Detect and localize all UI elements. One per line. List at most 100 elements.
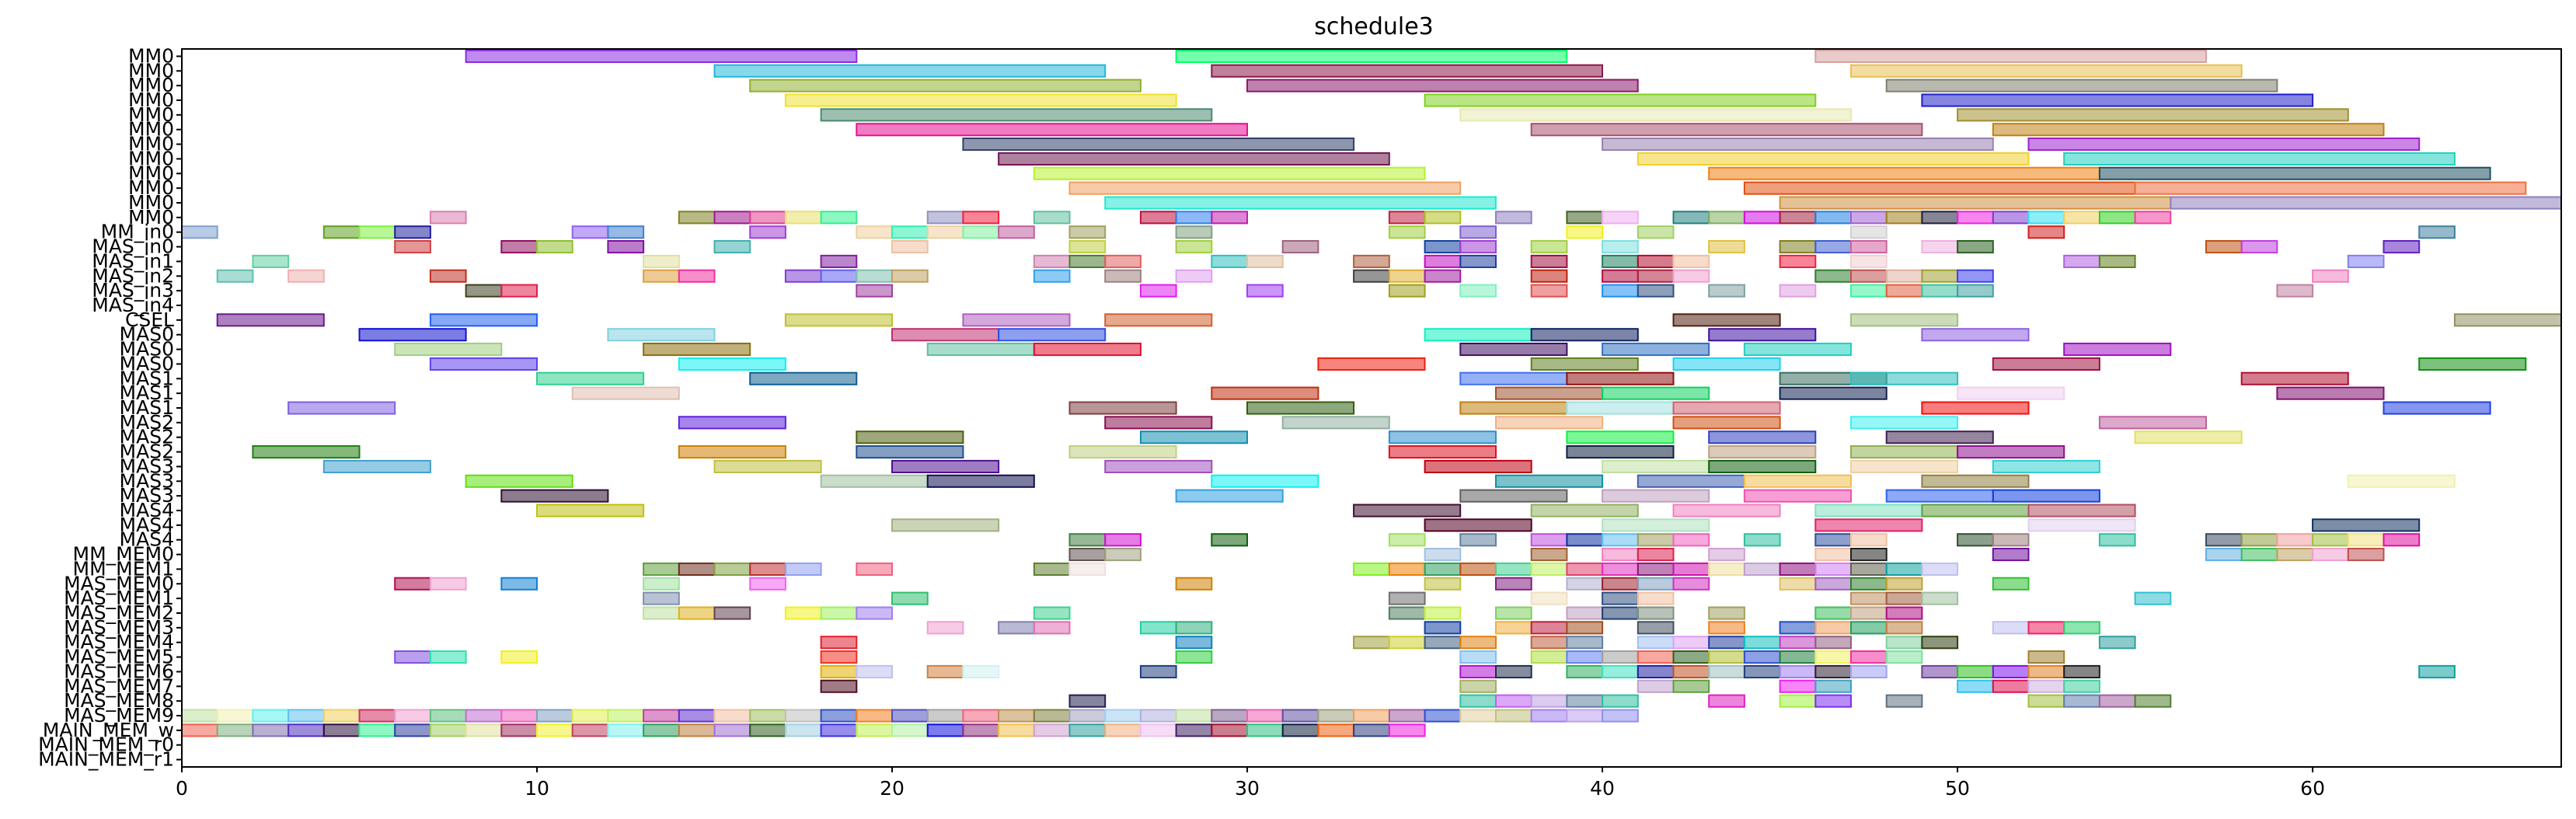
gantt-bar [1743, 636, 1781, 650]
y-tick-label: MAS4 [120, 528, 174, 551]
gantt-bar [1459, 694, 1497, 708]
gantt-bar [1708, 240, 1745, 254]
gantt-bar [1992, 664, 2030, 679]
gantt-bar [1779, 196, 2172, 210]
gantt-bar [1850, 650, 1888, 664]
gantt-bar [322, 459, 431, 474]
gantt-bar [2098, 166, 2491, 180]
gantt-bar [1424, 606, 1462, 620]
gantt-bar [1637, 269, 1675, 283]
gantt-bar [1637, 548, 1675, 562]
gantt-bar [1779, 254, 1817, 268]
gantt-bar [856, 225, 894, 239]
gantt-bar [1885, 636, 1923, 650]
gantt-bar [1814, 562, 1853, 577]
gantt-bar [1033, 269, 1071, 283]
gantt-bar [962, 313, 1071, 327]
gantt-bar [643, 606, 680, 620]
gantt-bar [856, 606, 894, 620]
gantt-bar [820, 269, 858, 283]
gantt-bar [1459, 650, 1497, 664]
gantt-bar [713, 64, 1107, 78]
gantt-bar [429, 211, 467, 225]
gantt-bar [1957, 108, 2349, 122]
gantt-bar [1743, 650, 1781, 664]
y-tick-label: MAIN_MEM_r1 [38, 748, 174, 771]
gantt-bar [1637, 225, 1675, 239]
gantt-bar [2134, 430, 2243, 444]
gantt-bar [1992, 621, 2030, 635]
gantt-bar [1424, 709, 1462, 723]
gantt-bar [820, 650, 858, 664]
gantt-bar [1175, 636, 1213, 650]
gantt-bar [926, 664, 964, 679]
y-tick-label: MAS3 [120, 469, 174, 492]
gantt-bar [1708, 211, 1745, 225]
gantt-bar [1175, 240, 1213, 254]
gantt-bar [1459, 664, 1497, 679]
gantt-bar [820, 606, 858, 620]
gantt-bar [1566, 533, 1604, 547]
gantt-bar [1885, 694, 1923, 708]
gantt-bar [2170, 196, 2563, 210]
gantt-bar [1068, 723, 1107, 737]
gantt-bar [1672, 650, 1710, 664]
y-tick-label: MAS_in3 [92, 279, 174, 301]
gantt-bar [784, 211, 822, 225]
gantt-bar [1068, 240, 1107, 254]
gantt-bar [926, 621, 964, 635]
gantt-bar [891, 240, 929, 254]
gantt-bar [1566, 694, 1604, 708]
gantt-bar [1637, 591, 1675, 605]
y-tick-label: MAS_in4 [92, 294, 174, 316]
gantt-bar [429, 709, 467, 723]
gantt-bar [252, 723, 290, 737]
gantt-bar [643, 343, 751, 357]
gantt-bar [1921, 474, 2030, 488]
gantt-bar [2027, 650, 2065, 664]
gantt-bar [1530, 694, 1568, 708]
gantt-bar [1139, 211, 1177, 225]
x-tick-label: 10 [525, 777, 549, 800]
gantt-bar [216, 269, 254, 283]
gantt-bar [1068, 445, 1177, 459]
gantt-bar [820, 636, 858, 650]
gantt-bar [1602, 343, 1710, 357]
gantt-bar [571, 386, 680, 400]
gantt-bar [1211, 474, 1319, 488]
gantt-bar [2276, 386, 2385, 400]
gantt-bar [749, 225, 786, 239]
gantt-bar [1672, 636, 1710, 650]
gantt-bar [856, 723, 894, 737]
gantt-bar [465, 709, 503, 723]
gantt-bar [216, 313, 325, 327]
y-tick-label: MAS3 [120, 484, 174, 507]
x-tick-label: 60 [2300, 777, 2325, 800]
gantt-bar [1672, 269, 1710, 283]
y-tick-label: MM0 [128, 103, 174, 126]
gantt-bar [1246, 78, 1639, 92]
gantt-bar [1850, 371, 1959, 385]
gantt-bar [2134, 181, 2527, 195]
gantt-bar [2134, 211, 2172, 225]
gantt-bar [607, 723, 645, 737]
gantt-bar [1566, 621, 1604, 635]
gantt-bar [1743, 474, 1852, 488]
gantt-bar [1424, 518, 1532, 532]
gantt-bar [1637, 650, 1675, 664]
y-tick-label: MAS_MEM2 [64, 601, 174, 624]
y-tick-label: MM0 [128, 133, 174, 155]
gantt-bar [2027, 504, 2136, 518]
gantt-bar [891, 459, 1000, 474]
gantt-bar [2453, 313, 2562, 327]
gantt-bar [2418, 225, 2456, 239]
x-tick-label: 0 [176, 777, 188, 800]
gantt-bar [1814, 518, 1923, 532]
y-tick-label: MM0 [128, 118, 174, 141]
gantt-bar [1424, 621, 1462, 635]
gantt-bar [1708, 430, 1817, 444]
gantt-bar [1779, 664, 1817, 679]
gantt-bar [1814, 533, 1853, 547]
gantt-bar [1672, 211, 1710, 225]
gantt-bar [2276, 533, 2314, 547]
